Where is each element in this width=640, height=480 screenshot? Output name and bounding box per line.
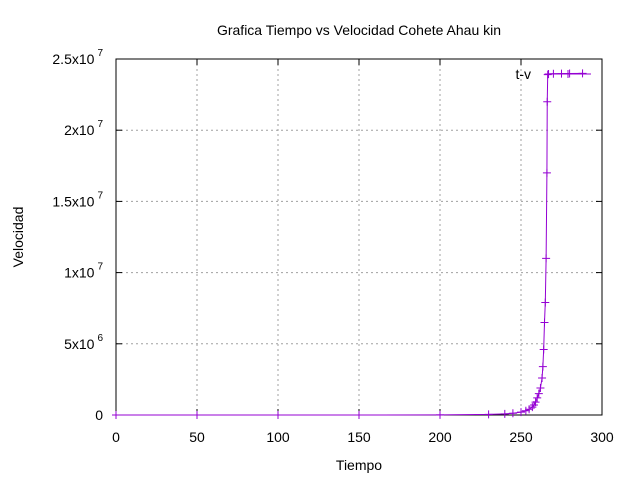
data-point <box>539 345 548 354</box>
data-point <box>542 254 551 263</box>
x-tick-label: 300 <box>590 429 614 445</box>
data-point <box>541 298 550 307</box>
data-point <box>542 168 551 177</box>
data-point <box>534 389 543 398</box>
data-point <box>508 409 517 418</box>
plot-border <box>115 58 603 416</box>
data-point <box>533 393 542 402</box>
x-tick-label: 50 <box>189 429 205 445</box>
data-point <box>112 411 120 419</box>
data-point <box>531 398 540 407</box>
x-tick-label: 150 <box>347 429 371 445</box>
y-tick-label: 5x10 6 <box>64 333 103 352</box>
data-point <box>500 409 509 418</box>
y-tick-label: 2x10 7 <box>64 119 103 138</box>
grid <box>116 59 602 415</box>
data-point <box>517 408 525 417</box>
y-tick-label: 2.5x10 7 <box>52 48 103 67</box>
data-point <box>525 405 534 414</box>
data-point <box>540 318 549 327</box>
data-point <box>578 69 587 78</box>
data-point <box>536 383 545 392</box>
data-point <box>543 70 552 79</box>
data-point <box>538 362 547 371</box>
x-tick-label: 100 <box>266 429 290 445</box>
data-point <box>274 411 282 419</box>
y-axis-label: Velocidad <box>10 207 26 268</box>
y-tick-label: 0 <box>95 407 103 423</box>
x-axis: 0 50 100 150 200 250 300 <box>112 59 614 445</box>
data-point <box>193 411 201 419</box>
x-axis-label: Tiempo <box>336 457 382 473</box>
data-point <box>355 411 363 419</box>
chart-title: Grafica Tiempo vs Velocidad Cohete Ahau … <box>217 22 501 38</box>
data-point <box>436 410 444 419</box>
data-point <box>484 410 493 419</box>
series-line <box>116 72 583 416</box>
legend: t-v <box>515 66 591 82</box>
series-t-v <box>112 69 587 419</box>
data-point <box>538 373 547 382</box>
data-point <box>543 97 552 106</box>
y-tick-label: 1x10 7 <box>64 262 103 281</box>
y-axis: 0 5x10 6 1x10 7 1.5x10 7 2x10 7 2.5x10 7 <box>52 48 602 423</box>
y-tick-label: 1.5x10 7 <box>52 190 103 209</box>
x-tick-label: 250 <box>509 429 533 445</box>
x-tick-label: 0 <box>112 429 120 445</box>
legend-label-t-v: t-v <box>515 66 531 82</box>
x-tick-label: 200 <box>428 429 452 445</box>
data-point <box>528 403 537 412</box>
data-point <box>521 406 530 415</box>
